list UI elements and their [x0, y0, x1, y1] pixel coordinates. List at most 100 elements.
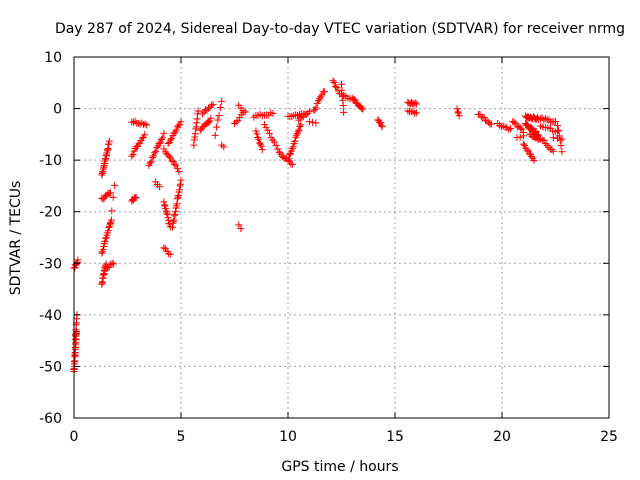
data-point: [549, 147, 557, 155]
data-point: [530, 157, 538, 165]
data-point: [201, 106, 209, 114]
data-point: [454, 108, 462, 116]
data-point: [320, 88, 328, 96]
data-point: [132, 193, 140, 201]
y-tick-label: -40: [39, 308, 62, 324]
data-point: [131, 194, 139, 202]
data-point: [265, 129, 273, 137]
data-point: [411, 109, 419, 117]
axis-ticks: 0 5 10 15 20 25 -60 -50 -40 -30 -20 -10 0 10: [39, 50, 618, 445]
data-point: [211, 131, 219, 139]
data-point: [173, 200, 181, 208]
data-point: [288, 112, 296, 120]
data-point: [106, 189, 114, 197]
data-point: [237, 225, 245, 233]
x-tick-label: 20: [493, 429, 511, 445]
data-point: [205, 104, 213, 112]
data-point: [455, 112, 463, 120]
data-points: [70, 77, 566, 376]
data-point: [177, 176, 185, 184]
data-point: [359, 105, 367, 113]
data-point: [143, 121, 151, 129]
data-point: [521, 141, 529, 149]
data-point: [516, 133, 524, 141]
data-point: [110, 260, 118, 268]
data-point: [160, 201, 168, 209]
data-point: [539, 136, 547, 144]
data-point: [523, 146, 531, 154]
data-point: [216, 103, 224, 111]
data-point: [111, 181, 119, 189]
data-point: [294, 127, 302, 135]
data-point: [171, 160, 179, 168]
data-point: [215, 111, 223, 119]
data-point: [288, 160, 296, 168]
data-point: [194, 107, 202, 115]
data-point: [174, 193, 182, 201]
data-point: [74, 256, 82, 264]
data-point: [542, 115, 550, 123]
data-point: [260, 120, 268, 128]
x-axis-label: GPS time / hours: [281, 459, 398, 475]
data-point: [258, 146, 266, 154]
data-point: [128, 197, 136, 205]
data-point: [176, 180, 184, 188]
y-tick-label: -60: [39, 411, 62, 427]
data-point: [213, 123, 221, 131]
data-point: [340, 108, 348, 116]
data-point: [532, 127, 540, 135]
data-point: [99, 246, 107, 254]
data-point: [128, 152, 136, 160]
data-point: [151, 149, 159, 157]
data-point: [305, 118, 313, 126]
data-point: [554, 127, 562, 135]
data-point: [171, 208, 179, 216]
data-point: [378, 123, 386, 131]
x-tick-label: 25: [600, 429, 618, 445]
data-point: [291, 137, 299, 145]
data-point: [528, 153, 536, 161]
data-point: [297, 121, 305, 129]
y-axis-label: SDTVAR / TECUs: [8, 181, 24, 296]
data-point: [172, 126, 180, 134]
data-point: [165, 153, 173, 161]
data-point: [207, 114, 215, 122]
data-point: [206, 117, 214, 125]
data-point: [166, 136, 174, 144]
x-tick-label: 0: [70, 429, 79, 445]
data-point: [220, 143, 228, 151]
data-point: [513, 123, 521, 131]
data-point: [175, 186, 183, 194]
data-point: [296, 123, 304, 131]
data-point: [286, 150, 294, 158]
data-point: [159, 134, 167, 142]
chart-title: Day 287 of 2024, Sidereal Day-to-day VTE…: [55, 21, 625, 37]
y-tick-label: -20: [39, 205, 62, 221]
data-point: [519, 140, 527, 148]
data-point: [528, 124, 536, 132]
data-point: [558, 135, 566, 143]
data-point: [218, 97, 226, 105]
data-point: [102, 234, 110, 242]
data-point: [311, 106, 319, 114]
data-point: [312, 119, 320, 127]
data-point: [134, 119, 142, 127]
data-point: [558, 148, 566, 156]
data-point: [108, 259, 116, 267]
data-point: [104, 227, 112, 235]
data-point: [105, 189, 113, 197]
data-point: [168, 157, 176, 165]
data-point: [269, 109, 277, 117]
data-point: [153, 144, 161, 152]
data-point: [100, 242, 108, 250]
data-point: [107, 261, 115, 269]
data-point: [176, 182, 184, 190]
data-point: [330, 78, 338, 86]
data-point: [411, 99, 419, 107]
data-point: [507, 124, 515, 132]
data-point: [152, 147, 160, 155]
data-point: [329, 77, 337, 85]
data-point: [170, 216, 178, 224]
data-point: [339, 101, 347, 109]
